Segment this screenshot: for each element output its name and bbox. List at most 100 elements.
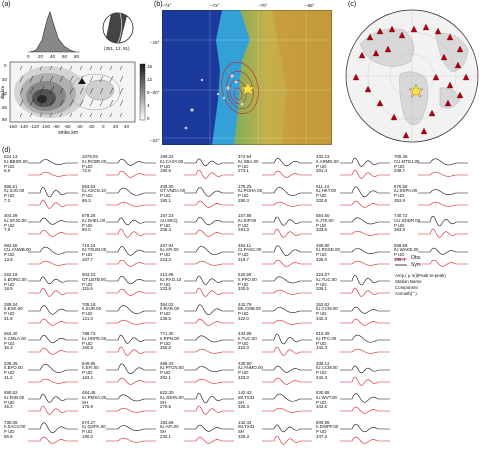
strike-tick-9: 20 — [113, 124, 118, 129]
station-azimuth: 319.7 — [238, 258, 261, 263]
waveform-trace — [184, 363, 234, 389]
moment-rate-histogram — [28, 12, 80, 52]
waveform-trace — [106, 186, 156, 212]
lon-tick-2: −70° — [258, 3, 267, 8]
station-azimuth: 291.3 — [238, 228, 256, 233]
legend-obs: Obs. — [411, 255, 422, 261]
waveform-trace — [28, 186, 78, 212]
waveform-trace — [106, 333, 156, 359]
waveform-trace — [262, 304, 312, 330]
waveform-trace — [418, 156, 468, 182]
slip-distribution-map — [10, 62, 135, 122]
waveform-trace — [340, 156, 390, 182]
waveform-trace — [28, 392, 78, 418]
colorbar-tick-4: 16 — [147, 64, 152, 69]
waveform-trace — [340, 422, 390, 448]
waveform-trace — [262, 274, 312, 300]
waveform-trace — [28, 156, 78, 182]
waveform-trace — [262, 392, 312, 418]
dip-tick-3: 60 — [2, 105, 7, 110]
station-azimuth: 322.0 — [238, 317, 261, 322]
slip-colorbar — [140, 64, 145, 120]
station-azimuth: 6.5 — [4, 169, 28, 174]
waveform-trace — [28, 333, 78, 359]
station-azimuth: 262.1 — [160, 376, 184, 381]
strike-tick-7: -20 — [88, 124, 95, 129]
station-azimuth: 190.1 — [160, 199, 185, 204]
station-azimuth: 180.0 — [82, 435, 106, 440]
waveform-trace — [106, 422, 156, 448]
station-azimuth: 180.6 — [160, 169, 183, 174]
waveform-trace — [106, 363, 156, 389]
dip-tick-1: 20 — [2, 77, 7, 82]
waveform-trace — [184, 156, 234, 182]
station-azimuth: 56.9 — [4, 435, 25, 440]
waveform-trace — [184, 186, 234, 212]
waveform-trace — [262, 363, 312, 389]
station-azimuth: 121.0 — [82, 317, 101, 322]
waveform-trace — [184, 333, 234, 359]
waveform-trace — [106, 156, 156, 182]
station-azimuth: 107.7 — [82, 258, 106, 263]
station-distribution-globe — [340, 4, 485, 149]
regional-topography-map — [162, 10, 332, 145]
lon-tick-3: −68° — [305, 3, 314, 8]
station-azimuth: 36.3 — [4, 346, 26, 351]
histogram-tick-2: 40 — [50, 54, 55, 59]
strike-tick-8: 0 — [102, 124, 105, 129]
lon-tick-0: −74° — [162, 3, 171, 8]
panel-d-label: (d) — [2, 147, 11, 154]
station-azimuth: 333.8 — [316, 199, 336, 204]
histogram-tick-0: 0 — [27, 54, 30, 59]
legend-line-azimuth: Azimuth(° ) — [395, 292, 417, 297]
colorbar-tick-3: 12 — [147, 77, 152, 82]
beachball-icon — [103, 13, 133, 44]
waveform-trace — [418, 245, 468, 271]
waveform-trace — [106, 215, 156, 241]
strike-tick-2: -120 — [30, 124, 39, 129]
waveform-trace — [28, 363, 78, 389]
waveform-trace — [184, 215, 234, 241]
strike-tick-3: -100 — [41, 124, 50, 129]
station-azimuth: 250.5 — [160, 346, 179, 351]
waveform-trace — [184, 422, 234, 448]
station-azimuth: 206.4 — [160, 228, 178, 233]
